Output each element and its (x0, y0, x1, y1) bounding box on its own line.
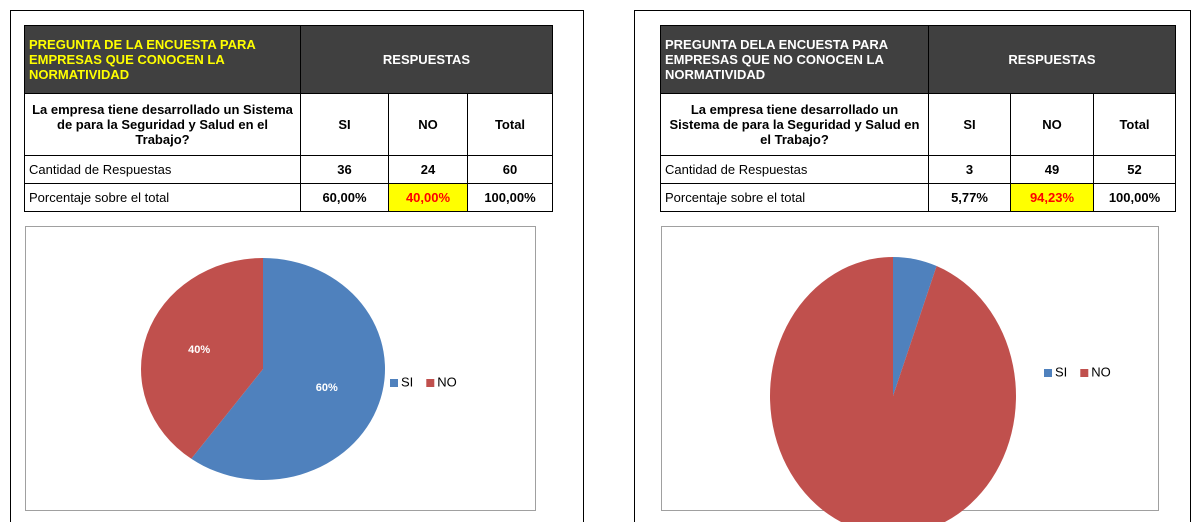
chart-box (25, 226, 536, 511)
table-cell: NO (388, 93, 468, 156)
table-cell: 3 (928, 155, 1011, 184)
table-cell: 60,00% (300, 183, 389, 212)
table-cell: La empresa tiene desarrollado un Sistema… (24, 93, 301, 156)
legend-label: SI (401, 374, 413, 389)
table-cell: Cantidad de Respuestas (24, 155, 301, 184)
table-cell: RESPUESTAS (300, 25, 553, 94)
table-cell: RESPUESTAS (928, 25, 1176, 94)
table-cell: 100,00% (1093, 183, 1176, 212)
pie-slice (140, 258, 263, 459)
data-label: 60% (316, 382, 338, 394)
panel-frame (634, 10, 1191, 522)
table-cell: NO (1010, 93, 1094, 156)
legend-swatch (1044, 369, 1052, 377)
legend-swatch (1080, 369, 1089, 377)
pie-slice (191, 258, 385, 480)
legend-swatch (426, 379, 435, 387)
data-label: 40% (188, 344, 210, 356)
table-cell: Cantidad de Respuestas (660, 155, 929, 184)
table-cell: 5,77% (928, 183, 1011, 212)
table-cell: 49 (1010, 155, 1094, 184)
pie-slice (893, 257, 937, 396)
legend-label: NO (437, 374, 457, 389)
table-cell: 60 (467, 155, 553, 184)
table-cell: 94,23% (1010, 183, 1094, 212)
table-cell: La empresa tiene desarrollado un Sistema… (660, 93, 929, 156)
survey-table: PREGUNTA DE LA ENCUESTA PARA EMPRESAS QU… (24, 25, 553, 212)
legend-swatch (390, 379, 398, 387)
survey-table: PREGUNTA DELA ENCUESTA PARA EMPRESAS QUE… (660, 25, 1176, 212)
table-cell: SI (300, 93, 389, 156)
table-cell: 36 (300, 155, 389, 184)
table-cell: PREGUNTA DELA ENCUESTA PARA EMPRESAS QUE… (660, 25, 929, 94)
table-cell: 52 (1093, 155, 1176, 184)
table-cell: 24 (388, 155, 468, 184)
pie-slice (770, 257, 1016, 522)
table-cell: Porcentaje sobre el total (24, 183, 301, 212)
table-cell: PREGUNTA DE LA ENCUESTA PARA EMPRESAS QU… (24, 25, 301, 94)
table-cell: SI (928, 93, 1011, 156)
table-cell: Porcentaje sobre el total (660, 183, 929, 212)
table-cell: Total (467, 93, 553, 156)
panel-frame (10, 10, 584, 522)
legend-label: NO (1091, 364, 1111, 379)
table-cell: 100,00% (467, 183, 553, 212)
table-cell: 40,00% (388, 183, 468, 212)
table-cell: Total (1093, 93, 1176, 156)
legend-label: SI (1055, 364, 1067, 379)
